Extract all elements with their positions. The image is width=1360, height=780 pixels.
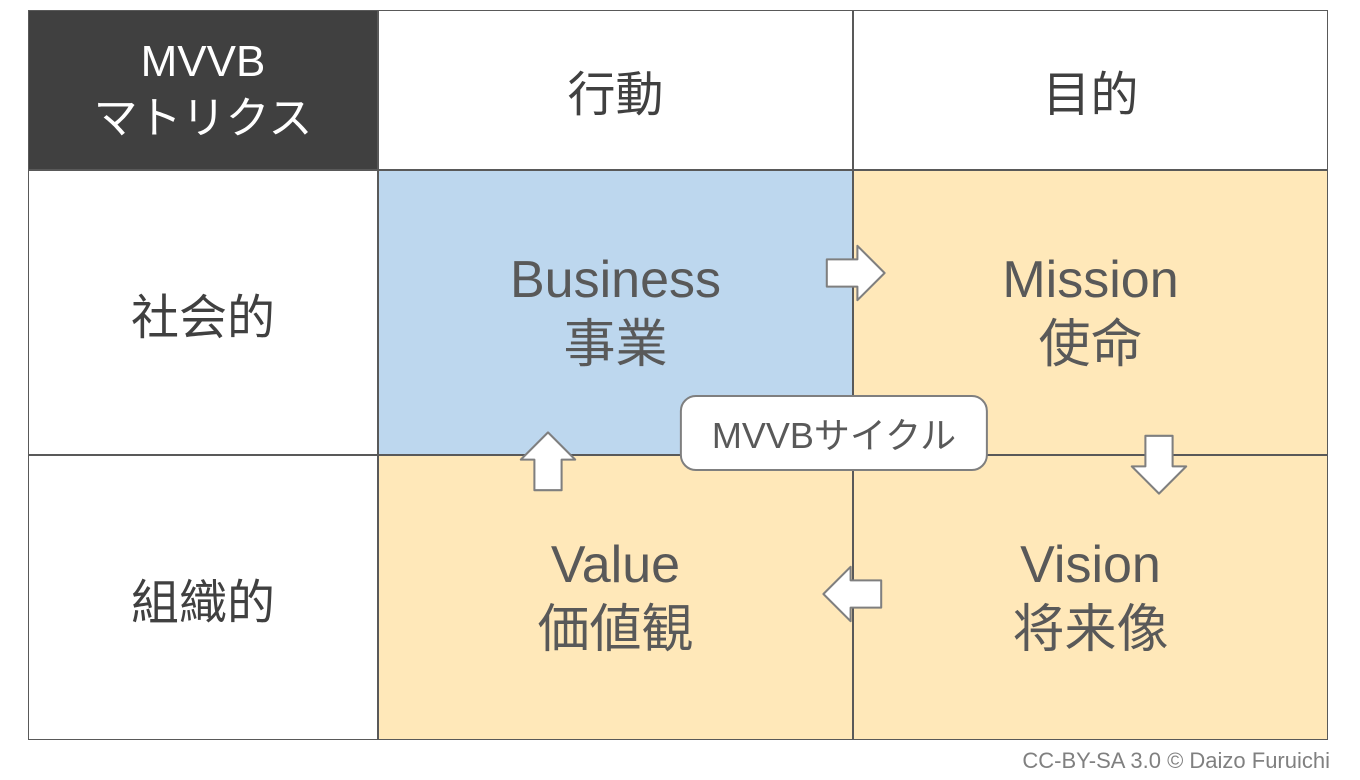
matrix-title-line1: MVVB <box>141 33 266 90</box>
cycle-badge: MVVBサイクル <box>680 395 988 471</box>
quadrant-vision-en: Vision <box>1020 533 1161 598</box>
quadrant-vision: Vision 将来像 <box>853 455 1328 740</box>
quadrant-value-en: Value <box>551 533 680 598</box>
row-header-org-label: 組織的 <box>131 563 275 633</box>
arrow-right-icon <box>820 239 888 307</box>
matrix-title-cell: MVVB マトリクス <box>28 10 378 170</box>
row-header-social: 社会的 <box>28 170 378 455</box>
quadrant-vision-jp: 将来像 <box>1012 598 1168 663</box>
row-header-social-label: 社会的 <box>131 278 275 348</box>
quadrant-business-jp: 事業 <box>563 313 667 378</box>
quadrant-value-jp: 価値観 <box>537 598 693 663</box>
quadrant-mission-jp: 使命 <box>1038 313 1142 378</box>
credit-text: CC-BY-SA 3.0 © Daizo Furuichi <box>1022 748 1330 774</box>
arrow-up-icon <box>514 429 582 497</box>
matrix-title-line2: マトリクス <box>94 90 313 147</box>
quadrant-value: Value 価値観 <box>378 455 853 740</box>
col-header-action: 行動 <box>378 10 853 170</box>
quadrant-mission-en: Mission <box>1002 248 1178 313</box>
quadrant-business-en: Business <box>510 248 721 313</box>
col-header-action-label: 行動 <box>567 55 663 125</box>
cycle-badge-label: MVVBサイクル <box>712 415 956 456</box>
arrow-down-icon <box>1125 429 1193 497</box>
mvvb-matrix: MVVB マトリクス 行動 目的 社会的 Business 事業 Mission… <box>28 10 1328 740</box>
col-header-purpose: 目的 <box>853 10 1328 170</box>
col-header-purpose-label: 目的 <box>1042 55 1138 125</box>
arrow-left-icon <box>820 560 888 628</box>
row-header-org: 組織的 <box>28 455 378 740</box>
